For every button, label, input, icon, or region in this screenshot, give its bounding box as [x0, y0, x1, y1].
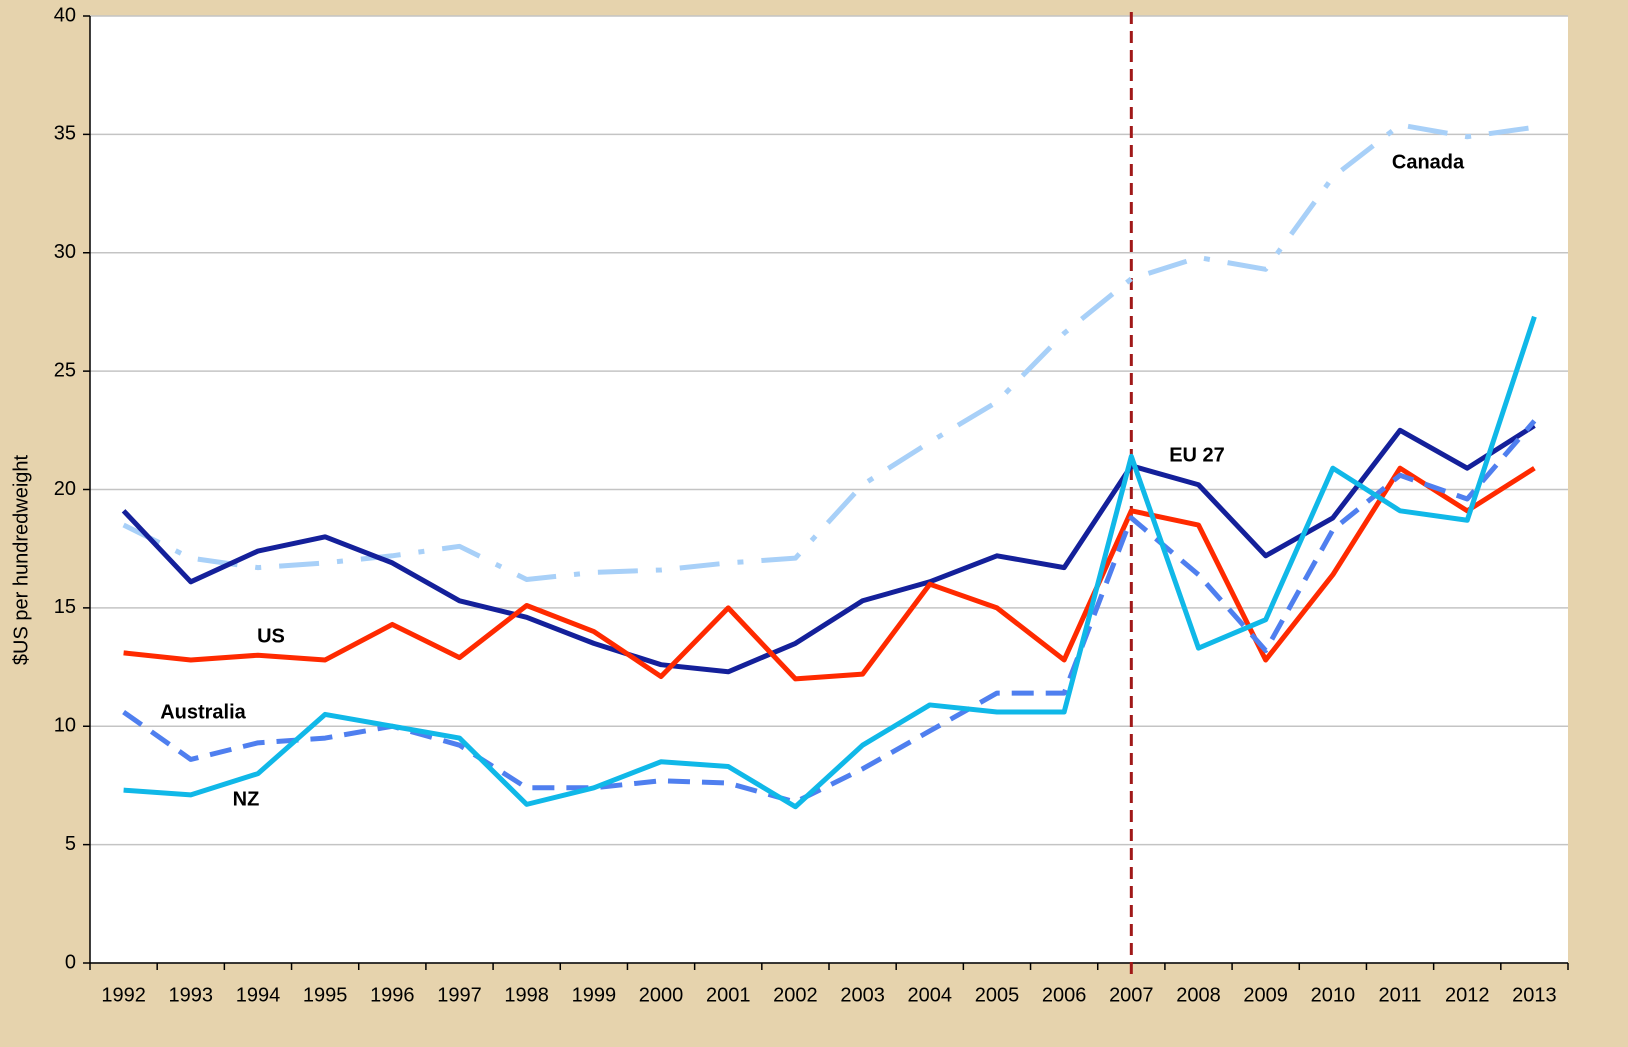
- x-tick-label: 2001: [706, 984, 751, 1006]
- y-tick-label: 40: [54, 4, 76, 26]
- x-tick-label: 2003: [840, 984, 885, 1006]
- series-line: [122, 419, 1537, 805]
- x-tick-label: 2008: [1176, 984, 1221, 1006]
- y-tick-label: 25: [54, 359, 76, 381]
- y-tick-label: 0: [65, 951, 76, 973]
- series-label: Canada: [1392, 151, 1465, 173]
- series-line: [122, 122, 1535, 582]
- y-tick-label: 30: [54, 241, 76, 263]
- series-label: US: [257, 625, 285, 647]
- series-line: [121, 423, 1536, 675]
- y-tick-label: 5: [65, 833, 76, 855]
- x-tick-label: 1996: [370, 984, 415, 1006]
- x-tick-label: 1998: [504, 984, 549, 1006]
- x-tick-label: 2006: [1042, 984, 1087, 1006]
- x-tick-label: 1997: [437, 984, 482, 1006]
- x-tick-label: 2009: [1243, 984, 1288, 1006]
- series-label: Australia: [160, 701, 246, 723]
- series-label: NZ: [233, 788, 260, 810]
- x-tick-label: 2013: [1512, 984, 1557, 1006]
- x-tick-label: 2010: [1311, 984, 1356, 1006]
- x-tick-label: 2000: [639, 984, 684, 1006]
- x-tick-label: 2005: [975, 984, 1020, 1006]
- x-tick-label: 1995: [303, 984, 348, 1006]
- x-tick-label: 1999: [572, 984, 617, 1006]
- y-axis-label: $US per hundredweight: [10, 454, 32, 665]
- x-tick-label: 1993: [169, 984, 214, 1006]
- x-tick-label: 2011: [1379, 984, 1422, 1006]
- x-tick-label: 2002: [773, 984, 818, 1006]
- y-tick-label: 15: [54, 596, 76, 618]
- x-tick-label: 1994: [236, 984, 281, 1006]
- y-tick-label: 10: [54, 715, 76, 737]
- x-tick-label: 2004: [908, 984, 953, 1006]
- series-line: [123, 315, 1537, 810]
- x-tick-label: 2007: [1109, 984, 1154, 1006]
- series-line: [123, 465, 1536, 682]
- y-tick-label: 35: [54, 123, 76, 145]
- x-tick-label: 1992: [101, 984, 146, 1006]
- y-tick-label: 20: [54, 478, 76, 500]
- x-tick-label: 2012: [1445, 984, 1490, 1006]
- series-label: EU 27: [1169, 444, 1225, 466]
